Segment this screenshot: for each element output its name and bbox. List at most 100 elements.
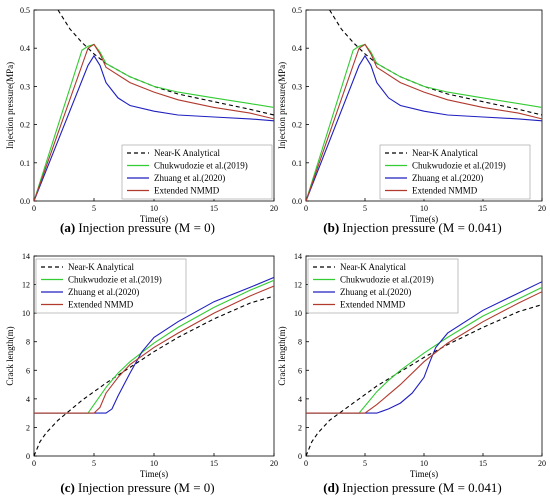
legend: Near-K Analytical Chukwudozie et al.(2019…: [35, 258, 187, 314]
caption-text: Injection pressure (M = 0): [74, 480, 215, 495]
x-axis-label: Time(s): [410, 469, 438, 479]
series-line-3: [34, 43, 274, 201]
y-tick-label: 0.4: [292, 44, 302, 53]
y-tick-label: 0.3: [292, 82, 302, 91]
y-tick-label: 12: [294, 281, 302, 290]
x-axis-label: Time(s): [140, 214, 168, 224]
chart-3: 0 5 10 15 20 0 2 4 6 8 10 12 14 Time(s) Crack length(m…: [277, 252, 546, 479]
x-tick-label: 15: [210, 459, 218, 468]
x-tick-label: 20: [538, 204, 546, 213]
legend-entry: Near-K Analytical: [340, 262, 407, 272]
y-axis-label: Crack length(m): [277, 326, 287, 385]
y-tick-label: 14: [294, 252, 302, 261]
legend-entry: Near-K Analytical: [68, 262, 135, 272]
y-tick-label: 0.1: [292, 159, 302, 168]
y-tick-label: 0.3: [20, 82, 30, 91]
caption-a: (a) Injection pressure (M = 0): [0, 220, 275, 236]
x-tick-label: 0: [32, 204, 36, 213]
series-group: [306, 10, 542, 201]
series-line-3: [306, 43, 542, 201]
series-line-1: [306, 286, 542, 414]
y-tick-label: 2: [298, 423, 302, 432]
chart-1: 0 5 10 15 20 0.0 0.1 0.2 0.3 0.4 0.5 Time(s) Injecti…: [277, 6, 546, 224]
y-tick-label: 10: [294, 309, 302, 318]
y-tick-label: 10: [22, 309, 30, 318]
series-line-2: [34, 276, 274, 414]
legend-entry: Chukwudozie et al.(2019): [340, 275, 434, 285]
x-tick-label: 15: [210, 204, 218, 213]
series-line-1: [34, 279, 274, 414]
caption-letter: (b): [323, 220, 340, 235]
y-tick-label: 2: [26, 423, 30, 432]
series-group: [34, 10, 274, 201]
caption-letter: (c): [60, 480, 75, 495]
legend-entry: Extended NMMD: [340, 300, 406, 310]
x-tick-label: 10: [420, 459, 428, 468]
caption-text: Injection pressure (M = 0.041): [339, 220, 502, 235]
x-tick-label: 10: [150, 459, 158, 468]
caption-letter: (a): [60, 220, 76, 235]
x-tick-label: 5: [363, 459, 367, 468]
x-tick-label: 20: [270, 204, 278, 213]
legend-entry: Extended NMMD: [68, 300, 134, 310]
series-line-0: [306, 304, 542, 456]
series-line-2: [34, 54, 274, 201]
series-line-2: [306, 54, 542, 201]
series-line-3: [34, 285, 274, 414]
y-axis-label: Crack length(m): [5, 326, 15, 385]
y-tick-label: 6: [298, 366, 302, 375]
x-tick-label: 5: [92, 204, 96, 213]
x-axis-label: Time(s): [140, 469, 168, 479]
series-line-3: [306, 291, 542, 414]
legend-entry: Zhuang et al.(2020): [68, 287, 139, 297]
legend-entry: Near-K Analytical: [412, 148, 479, 158]
x-tick-label: 15: [479, 204, 487, 213]
legend-entry: Zhuang et al.(2020): [340, 287, 411, 297]
x-axis-label: Time(s): [410, 214, 438, 224]
x-tick-label: 0: [304, 204, 308, 213]
legend-entry: Extended NMMD: [412, 186, 478, 196]
y-tick-label: 0.1: [20, 159, 30, 168]
caption-letter: (d): [323, 480, 340, 495]
y-tick-label: 4: [298, 395, 302, 404]
y-tick-label: 0.2: [292, 121, 302, 130]
x-tick-label: 10: [150, 204, 158, 213]
x-tick-label: 0: [32, 459, 36, 468]
caption-c: (c) Injection pressure (M = 0): [0, 480, 275, 496]
series-group: [306, 281, 542, 456]
legend: Near-K Analytical Chukwudozie et al.(2019…: [121, 144, 273, 200]
series-group: [34, 276, 274, 456]
legend-entry: Chukwudozie et al.(2019): [412, 161, 506, 171]
series-line-0: [34, 295, 274, 456]
y-tick-label: 8: [26, 338, 30, 347]
y-tick-label: 14: [22, 252, 30, 261]
x-tick-label: 5: [363, 204, 367, 213]
x-tick-label: 0: [304, 459, 308, 468]
y-tick-label: 8: [298, 338, 302, 347]
series-line-2: [306, 281, 542, 414]
y-tick-label: 12: [22, 281, 30, 290]
chart-2: 0 5 10 15 20 0 2 4 6 8 10 12 14 Time(s) Crack length(m…: [5, 252, 278, 479]
x-tick-label: 20: [538, 459, 546, 468]
legend-entry: Zhuang et al.(2020): [412, 173, 483, 183]
legend-entry: Zhuang et al.(2020): [154, 173, 225, 183]
y-tick-label: 0.0: [292, 197, 302, 206]
legend: Near-K Analytical Chukwudozie et al.(2019…: [307, 258, 459, 314]
legend-entry: Chukwudozie et al.(2019): [68, 275, 162, 285]
y-tick-label: 0.5: [292, 6, 302, 15]
caption-text: Injection pressure (M = 0.041): [339, 480, 502, 495]
y-tick-label: 6: [26, 366, 30, 375]
x-tick-label: 20: [270, 459, 278, 468]
y-tick-label: 0.4: [20, 44, 30, 53]
y-tick-label: 0.5: [20, 6, 30, 15]
series-line-1: [34, 43, 274, 201]
caption-b: (b) Injection pressure (M = 0.041): [275, 220, 550, 236]
y-tick-label: 0: [298, 452, 302, 461]
legend-entry: Near-K Analytical: [154, 148, 221, 158]
caption-d: (d) Injection pressure (M = 0.041): [275, 480, 550, 496]
series-line-1: [306, 43, 542, 201]
caption-text: Injection pressure (M = 0): [75, 220, 215, 235]
x-tick-label: 10: [420, 204, 428, 213]
chart-0: 0 5 10 15 20 0.0 0.1 0.2 0.3 0.4 0.5 Time(s) Injecti…: [5, 6, 278, 224]
y-tick-label: 0.0: [20, 197, 30, 206]
